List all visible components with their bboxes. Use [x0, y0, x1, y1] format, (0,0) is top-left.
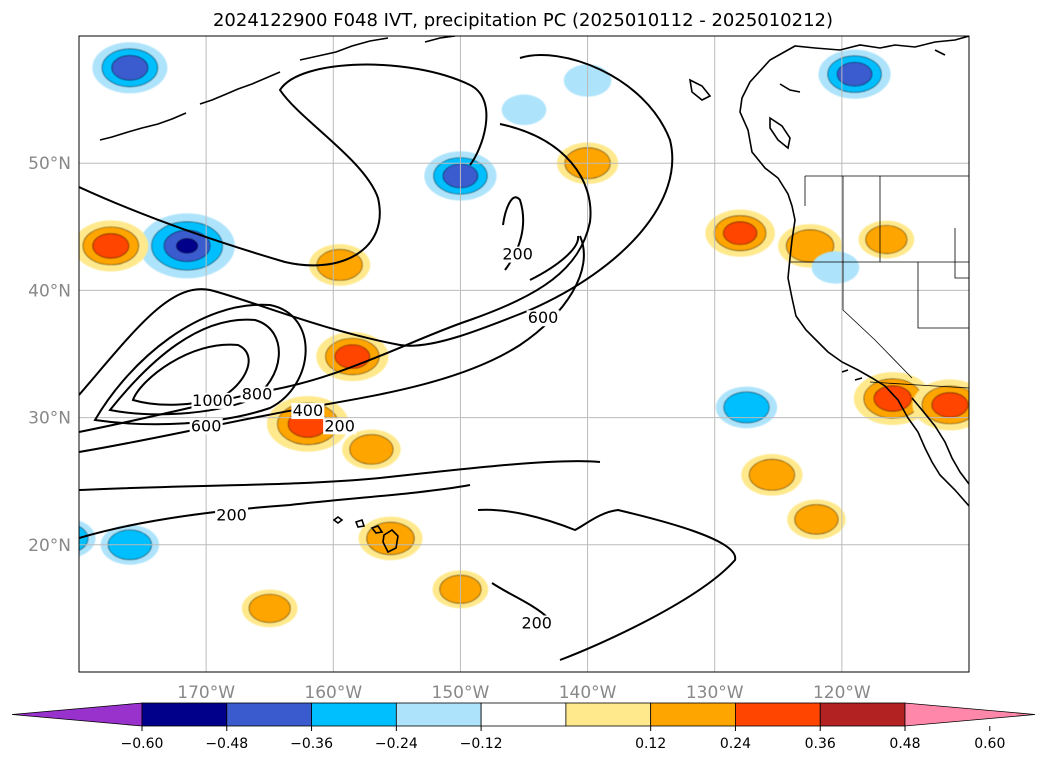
- lat-tick-label: 50°N: [28, 154, 71, 174]
- colorbar-tick-label: 0.12: [635, 736, 666, 752]
- precip-pc-blob: [873, 385, 912, 412]
- colorbar-bin: [141, 702, 228, 727]
- coastlines: [99, 36, 969, 554]
- lon-tick-label: 130°W: [686, 683, 744, 703]
- colorbar-bin: [395, 702, 482, 727]
- colorbar: [11, 702, 1036, 727]
- colorbar-extend-high: [904, 702, 1036, 727]
- lat-tick-label: 20°N: [28, 536, 71, 556]
- precip-pc-blob: [931, 392, 969, 418]
- colorbar-bin: [226, 702, 312, 727]
- precip-pc-blob: [334, 344, 370, 369]
- map-background: [79, 36, 969, 672]
- colorbar-tick-labels: −0.60 −0.48 −0.36 −0.24 −0.12 0.12 0.24 0.36 0.4…: [121, 726, 1005, 752]
- contour-label: 200: [521, 613, 552, 632]
- precip-pc-blob: [748, 459, 795, 491]
- latitude-tick-labels: 20°N 30°N 40°N 50°N: [28, 154, 71, 556]
- colorbar-tick-label: 0.24: [720, 736, 751, 752]
- colorbar-tick-label: −0.12: [460, 736, 503, 752]
- contour-label-bg: [291, 403, 325, 420]
- chart-title: 2024122900 F048 IVT, precipitation PC (2…: [213, 10, 833, 31]
- precip-pc-blob: [811, 251, 860, 284]
- contour-label-bg: [189, 418, 223, 435]
- colorbar-tick-label: −0.60: [121, 736, 164, 752]
- colorbar-tick-label: −0.36: [290, 736, 333, 752]
- colorbar-tick-label: 0.60: [974, 736, 1005, 752]
- colorbar-bin: [311, 702, 397, 727]
- precip-pc-blob: [366, 522, 415, 555]
- precip-pc-blob: [723, 391, 770, 424]
- lon-tick-label: 120°W: [813, 683, 871, 703]
- contour-label: 1000: [192, 391, 233, 410]
- colorbar-tick-label: 0.48: [889, 736, 920, 752]
- colorbar-bin: [735, 702, 821, 727]
- lon-tick-label: 140°W: [559, 683, 617, 703]
- colorbar-tick-label: −0.48: [205, 736, 248, 752]
- contour-label: 400: [293, 401, 324, 420]
- precip-pc-blob: [865, 225, 908, 254]
- colorbar-tick-label: −0.24: [375, 736, 418, 752]
- contour-label: 200: [324, 416, 355, 435]
- precip-pc-blob: [111, 55, 149, 81]
- contour-label: 600: [528, 308, 559, 327]
- contour-label-bg: [240, 386, 274, 403]
- contour-label-bg: [520, 615, 554, 632]
- colorbar-bin: [650, 702, 736, 727]
- lon-tick-label: 160°W: [304, 683, 362, 703]
- lat-tick-label: 40°N: [28, 281, 71, 301]
- precip-pc-blob: [176, 238, 198, 254]
- contour-label-bg: [323, 418, 357, 435]
- precip-pc-blob: [349, 434, 394, 465]
- precip-pc-blob: [92, 233, 130, 259]
- contour-label-bg: [191, 392, 234, 409]
- map-gridlines: [79, 36, 969, 672]
- lon-tick-label: 150°W: [432, 683, 490, 703]
- colorbar-bin: [565, 702, 652, 727]
- precip-pc-blob: [248, 594, 291, 623]
- contour-label: 200: [502, 245, 533, 264]
- map-frame: [78, 35, 970, 673]
- precip-pc-blob: [794, 504, 839, 535]
- contour-label: 200: [216, 505, 247, 524]
- colorbar-bin: [480, 702, 567, 727]
- precip-pc-blob: [836, 62, 873, 87]
- lon-tick-label: 170°W: [177, 683, 235, 703]
- colorbar-extend-low: [11, 702, 143, 727]
- longitude-tick-labels: 170°W 160°W 150°W 140°W 130°W 120°W: [177, 683, 871, 703]
- precip-pc-blob: [501, 94, 547, 125]
- lat-tick-label: 30°N: [28, 409, 71, 429]
- contour-label-bg: [501, 246, 535, 263]
- contour-label: 800: [242, 385, 273, 404]
- colorbar-bin: [819, 702, 906, 727]
- precip-pc-blob: [723, 221, 758, 245]
- political-borders: [790, 175, 969, 389]
- contour-label-bg: [526, 310, 560, 327]
- colorbar-tick-label: 0.36: [805, 736, 836, 752]
- contour-label: 600: [191, 416, 222, 435]
- contour-label-bg: [215, 507, 249, 524]
